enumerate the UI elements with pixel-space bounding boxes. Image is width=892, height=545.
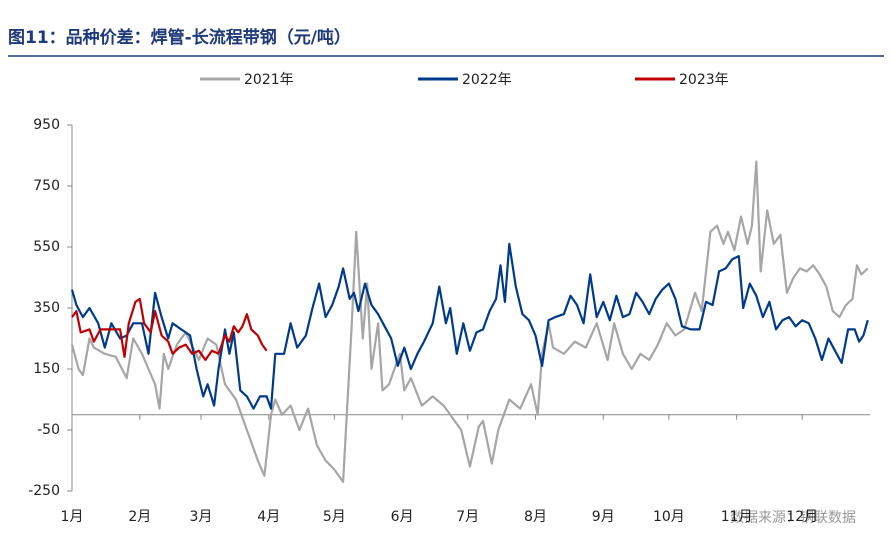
y-tick-label: 150 [33, 361, 60, 377]
series-line [70, 242, 869, 410]
y-tick-label: 750 [33, 178, 60, 194]
x-tick-label: 8月 [524, 509, 547, 525]
x-tick-label: 11月 [721, 509, 753, 525]
x-tick-label: 10月 [653, 509, 685, 525]
y-tick-label: -250 [28, 483, 60, 499]
y-tick-label: 350 [33, 300, 60, 316]
x-tick-label: 7月 [456, 509, 479, 525]
y-tick-label: -50 [37, 422, 60, 438]
series-line [70, 160, 869, 483]
chart-title: 图11：品种价差：焊管-长流程带钢（元/吨） [8, 27, 351, 48]
y-tick-label: 550 [33, 239, 60, 255]
series-line [71, 297, 268, 361]
x-tick-label: 6月 [391, 509, 414, 525]
x-tick-label: 4月 [257, 509, 280, 525]
source: 数据来源：钢联数据 [730, 510, 856, 526]
legend-label: 2022年 [462, 72, 512, 88]
legend-label: 2023年 [679, 72, 729, 88]
x-tick-label: 1月 [61, 509, 84, 525]
x-tick-label: 5月 [323, 509, 346, 525]
x-tick-label: 12月 [786, 509, 818, 525]
legend-label: 2021年 [244, 72, 294, 88]
x-tick-label: 3月 [190, 509, 213, 525]
x-tick-label: 9月 [592, 509, 615, 525]
x-tick-label: 2月 [128, 509, 151, 525]
y-tick-label: 950 [33, 117, 60, 133]
